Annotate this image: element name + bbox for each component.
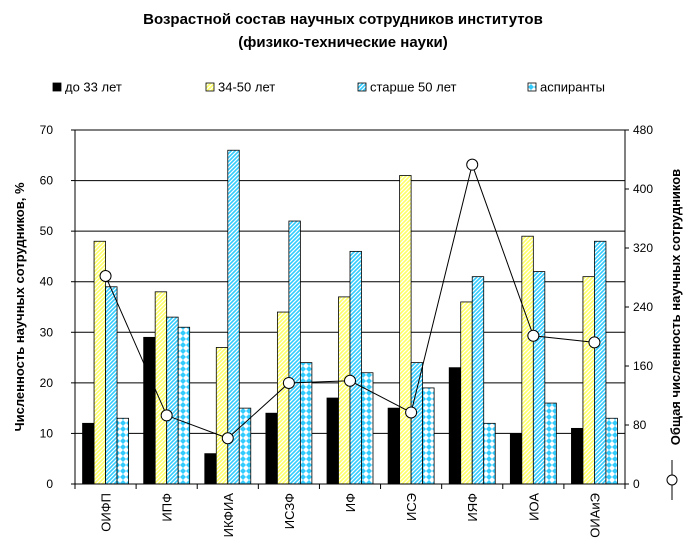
legend-label: 34-50 лет xyxy=(218,80,275,95)
y-tick-label: 50 xyxy=(40,224,54,238)
chart-title: Возрастной состав научных сотрудников ин… xyxy=(143,11,543,28)
total-point xyxy=(527,329,540,342)
category-label: ИСЭ xyxy=(404,493,419,521)
bar-1 xyxy=(204,453,217,485)
bar-2 xyxy=(399,175,412,485)
chart-subtitle: (физико-технические науки) xyxy=(238,34,448,51)
y-axis-left: 0 10 20 30 40 50 60 70 xyxy=(40,123,75,491)
bar-4 xyxy=(605,417,618,485)
bar-1 xyxy=(448,367,462,485)
bar-3 xyxy=(349,250,362,485)
y2-tick-label: 0 xyxy=(633,477,640,491)
bar-3 xyxy=(410,362,424,485)
legend: до 33 лет 34-50 лет старше 50 лет аспиранты xyxy=(52,80,605,95)
total-line xyxy=(99,158,601,445)
bar-1 xyxy=(265,412,278,485)
x-axis: ОИФП ИПФ ИКФИА ИСЗФ ИФ ИСЭ ИЯФ ИОА ОИАиЭ xyxy=(74,484,626,538)
total-point xyxy=(282,376,295,389)
bar-2 xyxy=(276,311,290,485)
bar-3 xyxy=(166,316,179,485)
y2-tick-label: 160 xyxy=(633,359,653,373)
bar-1 xyxy=(143,336,156,485)
y-tick-label: 60 xyxy=(40,174,54,188)
legend-swatch xyxy=(357,82,367,92)
bar-4 xyxy=(299,362,313,485)
y-tick-label: 30 xyxy=(40,325,54,339)
y-tick-label: 40 xyxy=(40,275,54,289)
y-tick-label: 10 xyxy=(40,426,54,440)
y2-axis-title: Общая численность научных сотрудников xyxy=(668,169,683,445)
y2-axis-line-marker xyxy=(666,460,678,500)
bar-2 xyxy=(460,301,473,485)
y2-tick-label: 400 xyxy=(633,182,653,196)
category-label: ОИАиЭ xyxy=(587,493,602,538)
bar-4 xyxy=(422,387,435,485)
bar-1 xyxy=(509,433,523,485)
legend-label: аспиранты xyxy=(540,80,605,95)
y-axis-title: Численность научных сотрудников, % xyxy=(12,182,27,431)
total-point xyxy=(99,270,112,283)
legend-swatch xyxy=(52,82,62,92)
bar-1 xyxy=(571,427,584,485)
bar-3 xyxy=(532,271,546,485)
category-label: ИЯФ xyxy=(465,493,480,522)
total-point xyxy=(160,409,173,422)
bar-2 xyxy=(154,291,168,485)
total-point xyxy=(344,374,356,387)
category-label: ОИФП xyxy=(99,493,114,532)
category-label: ИКФИА xyxy=(221,493,236,538)
bar-4 xyxy=(177,326,191,485)
bar-3 xyxy=(471,276,485,485)
total-point xyxy=(221,432,234,445)
bar-2 xyxy=(338,296,351,485)
bar-2 xyxy=(215,347,229,485)
bar-3 xyxy=(288,220,301,485)
y-tick-label: 20 xyxy=(40,376,54,390)
bar-1 xyxy=(326,397,339,485)
total-point xyxy=(466,158,479,171)
category-label: ИОА xyxy=(526,493,541,521)
bar-3 xyxy=(105,286,118,485)
bar-4 xyxy=(483,422,496,485)
legend-label: до 33 лет xyxy=(65,80,122,95)
y2-tick-label: 320 xyxy=(633,241,653,255)
total-point xyxy=(405,406,418,419)
y2-tick-label: 80 xyxy=(633,418,647,432)
bar-2 xyxy=(582,276,595,485)
bar-2 xyxy=(521,235,534,485)
y2-tick-label: 240 xyxy=(633,300,653,314)
bar-3 xyxy=(594,240,607,485)
y-tick-label: 0 xyxy=(46,477,53,491)
bar-1 xyxy=(82,422,95,485)
legend-swatch xyxy=(527,82,537,92)
category-label: ИСЗФ xyxy=(282,493,297,529)
y2-tick-label: 480 xyxy=(633,123,653,137)
legend-swatch xyxy=(205,82,215,92)
bar-4 xyxy=(544,402,557,485)
legend-label: старше 50 лет xyxy=(370,80,456,95)
y-axis-right: 0 80 160 240 320 400 480 xyxy=(625,123,653,491)
bar-4 xyxy=(116,417,129,485)
category-label: ИФ xyxy=(343,493,358,512)
bar-1 xyxy=(387,407,401,485)
bars xyxy=(82,149,618,485)
category-label: ИПФ xyxy=(160,493,175,522)
total-point xyxy=(588,336,601,349)
y-tick-label: 70 xyxy=(40,123,54,137)
